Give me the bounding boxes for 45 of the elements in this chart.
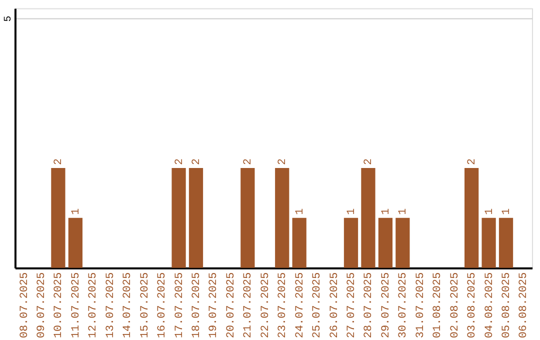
data-label: 1: [294, 208, 306, 215]
x-tick-label: 16.07.2025: [156, 272, 169, 338]
data-label: 2: [242, 158, 255, 166]
x-tick-label: 17.07.2025: [174, 272, 186, 338]
x-tick-label: 12.07.2025: [88, 272, 100, 338]
data-label: 2: [466, 158, 479, 166]
x-tick-label: 03.08.2025: [466, 272, 479, 338]
x-tick-label: 22.07.2025: [260, 272, 272, 338]
x-tick-label: 04.08.2025: [484, 272, 496, 338]
data-label: 2: [190, 158, 203, 166]
x-tick-label: 01.08.2025: [432, 272, 444, 338]
data-label: 2: [277, 158, 290, 166]
x-tick-label: 29.07.2025: [380, 272, 392, 338]
data-label: 1: [380, 208, 392, 215]
x-tick-label: 02.08.2025: [449, 272, 462, 338]
x-tick-label: 20.07.2025: [225, 272, 238, 338]
x-tick-label: 25.07.2025: [312, 272, 324, 338]
x-tick-label: 15.07.2025: [139, 272, 152, 338]
x-tick-label: 26.07.2025: [328, 272, 341, 338]
x-tick-label: 27.07.2025: [346, 272, 358, 338]
x-tick-label: 08.07.2025: [18, 272, 31, 338]
data-label: 1: [501, 208, 513, 215]
x-tick-label: 21.07.2025: [242, 272, 255, 338]
x-tick-label: 11.07.2025: [70, 272, 82, 338]
x-tick-label: 14.07.2025: [122, 272, 134, 338]
data-label: 2: [363, 158, 376, 166]
y-tick-label: 5: [2, 16, 14, 22]
x-tick-label: 19.07.2025: [208, 272, 220, 338]
x-tick-label: 28.07.2025: [363, 272, 376, 338]
x-tick-label: 13.07.2025: [104, 272, 117, 338]
data-label: 2: [174, 158, 186, 166]
x-tick-label: 31.07.2025: [414, 272, 427, 338]
x-tick-label: 24.07.2025: [294, 272, 306, 338]
data-label: 1: [484, 208, 496, 215]
data-label: 2: [53, 158, 66, 166]
x-tick-label: 06.08.2025: [518, 272, 530, 338]
data-label: 1: [398, 208, 410, 215]
data-label: 1: [70, 208, 82, 215]
x-tick-label: 09.07.2025: [36, 272, 48, 338]
x-tick-label: 05.08.2025: [501, 272, 513, 338]
x-tick-label: 23.07.2025: [277, 272, 290, 338]
x-tick-label: 10.07.2025: [53, 272, 66, 338]
x-tick-label: 18.07.2025: [190, 272, 203, 338]
x-tick-label: 30.07.2025: [398, 272, 410, 338]
data-label: 1: [346, 208, 358, 215]
